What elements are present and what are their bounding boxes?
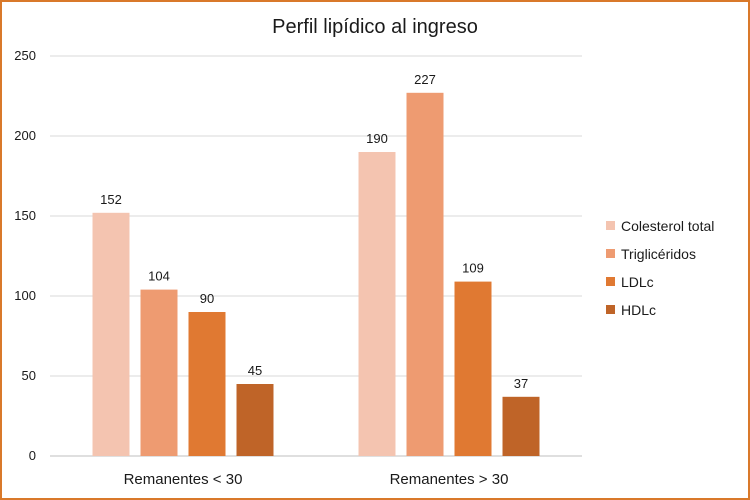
legend: Colesterol total Triglicéridos LDLc HDLc: [606, 218, 714, 318]
data-label: 190: [366, 131, 388, 146]
bar: [140, 289, 178, 456]
data-label: 152: [100, 192, 122, 207]
category-labels: Remanentes < 30 Remanentes > 30: [124, 471, 509, 488]
data-label: 90: [200, 291, 214, 306]
bars: [92, 92, 540, 457]
y-tick-label: 250: [14, 48, 36, 63]
legend-label: HDLc: [621, 302, 656, 318]
gridlines: [50, 55, 582, 457]
legend-label: LDLc: [621, 274, 654, 290]
category-label: Remanentes > 30: [390, 471, 509, 488]
data-label: 109: [462, 261, 484, 276]
bar: [236, 384, 274, 456]
bar: [406, 92, 444, 457]
data-label: 37: [514, 376, 528, 391]
legend-label: Triglicéridos: [621, 246, 696, 262]
chart-title: Perfil lipídico al ingreso: [272, 16, 478, 38]
bar: [188, 312, 226, 456]
data-label: 45: [248, 363, 262, 378]
category-label: Remanentes < 30: [124, 471, 243, 488]
y-tick-label: 100: [14, 288, 36, 303]
y-tick-label: 200: [14, 128, 36, 143]
bar: [358, 152, 396, 456]
legend-label: Colesterol total: [621, 218, 714, 234]
bar: [502, 396, 540, 456]
y-tick-label: 50: [22, 368, 36, 383]
legend-swatch: [606, 277, 615, 286]
legend-swatch: [606, 249, 615, 258]
y-tick-label: 150: [14, 208, 36, 223]
bar: [92, 212, 130, 456]
legend-swatch: [606, 305, 615, 314]
bar: [454, 281, 492, 456]
legend-swatch: [606, 221, 615, 230]
data-label: 227: [414, 72, 436, 87]
data-label: 104: [148, 269, 170, 284]
data-labels: 152 104 90 45 190 227 109 37: [100, 72, 528, 391]
y-tick-label: 0: [29, 448, 36, 463]
y-axis-ticks: 0 50 100 150 200 250: [14, 48, 36, 463]
